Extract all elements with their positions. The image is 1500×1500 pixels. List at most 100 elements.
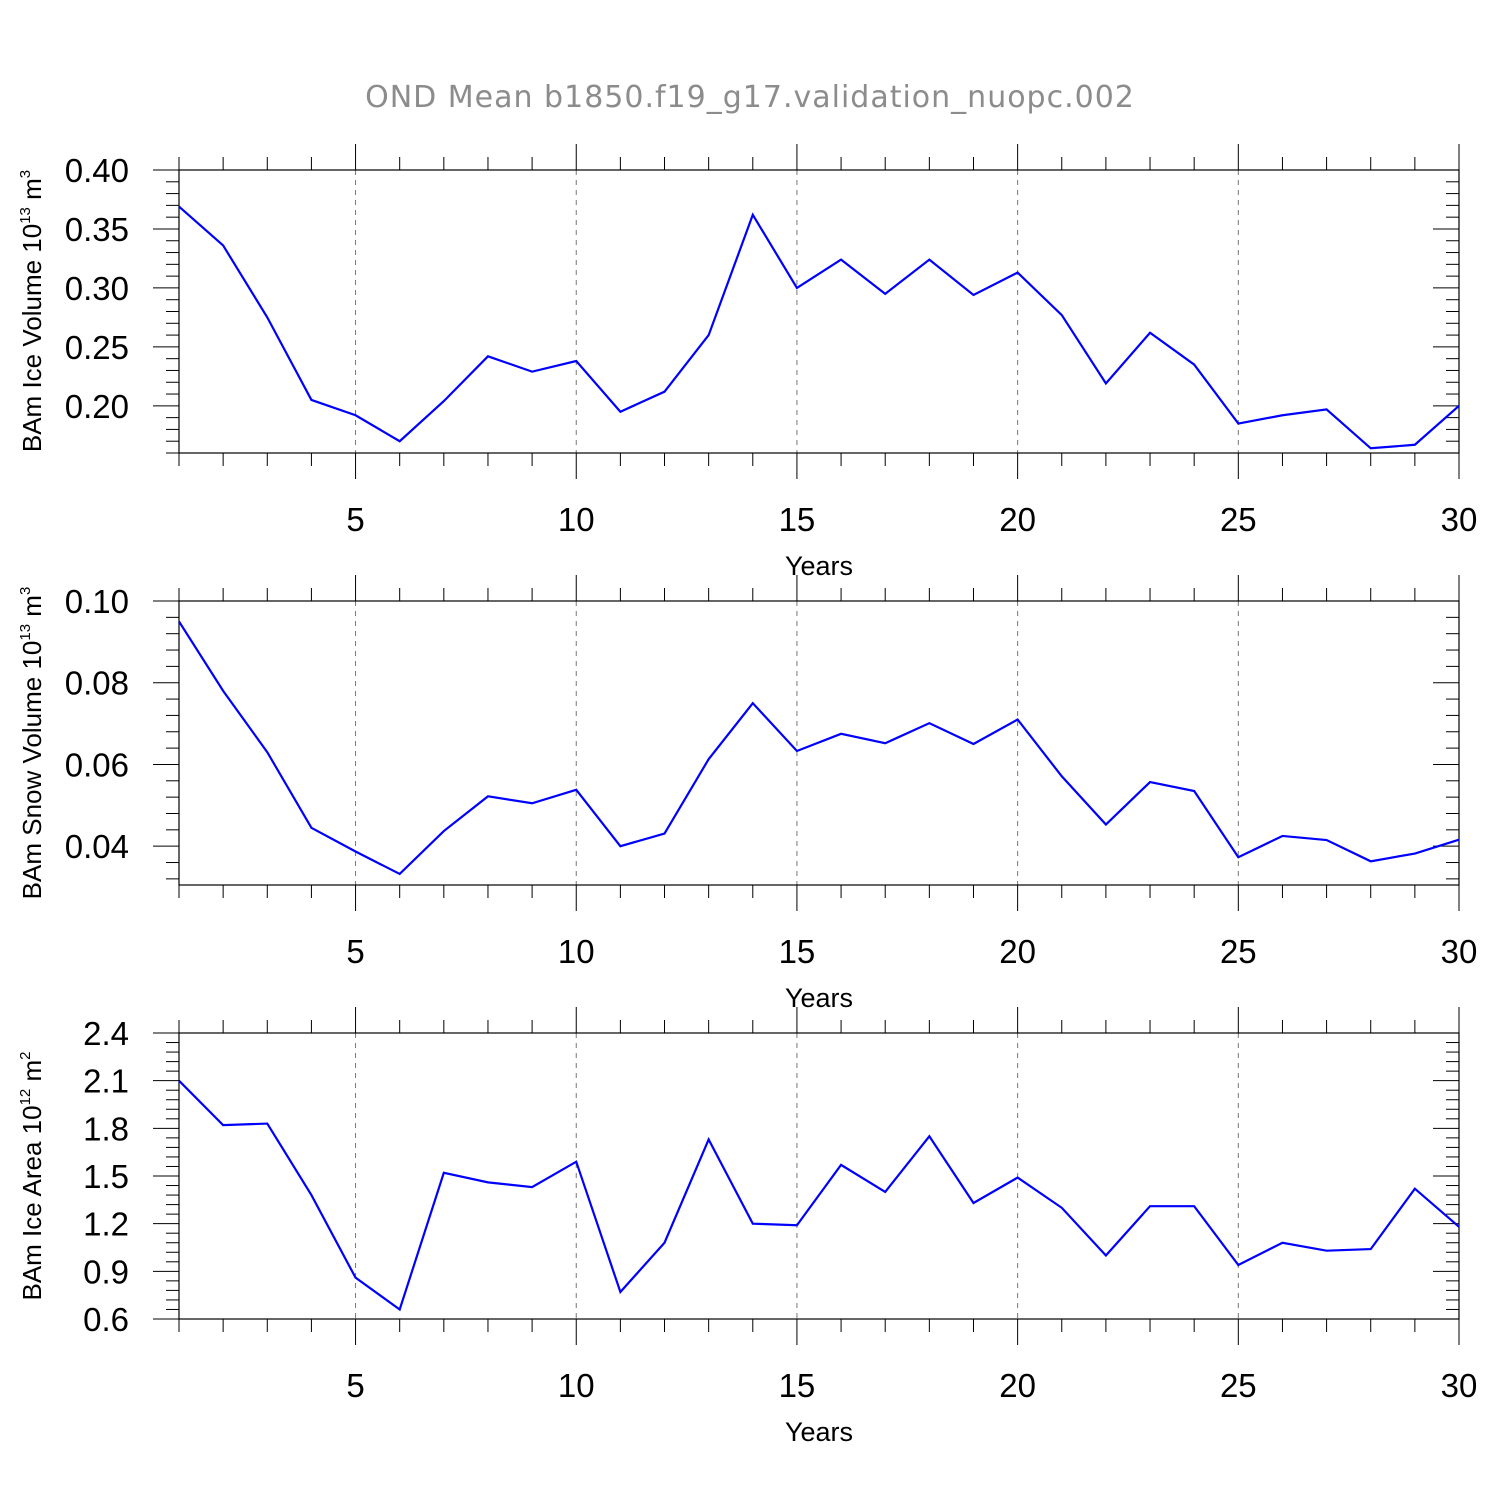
data-point xyxy=(708,758,710,760)
x-tick-label: 20 xyxy=(999,933,1036,970)
data-point xyxy=(752,214,754,216)
data-point xyxy=(1061,1207,1063,1209)
x-tick-label: 20 xyxy=(999,1367,1036,1404)
series-line xyxy=(178,205,1460,450)
x-tick-label: 15 xyxy=(779,1367,816,1404)
data-point xyxy=(1149,332,1151,334)
data-point xyxy=(1370,860,1372,862)
data-point xyxy=(928,1135,930,1137)
data-point xyxy=(1237,856,1239,858)
y-tick-label: 0.40 xyxy=(65,152,129,189)
data-point xyxy=(487,355,489,357)
y-tick-label: 0.25 xyxy=(65,329,129,366)
data-point xyxy=(1458,1226,1460,1228)
x-tick-label: 25 xyxy=(1220,933,1257,970)
x-axis-label: Years xyxy=(785,983,853,1013)
panel-2: 0.04 0.06 0.08 0.10 5 10 15 20 25 30 Years BAm Snow… xyxy=(17,575,1477,1013)
x-tick-label: 25 xyxy=(1220,1367,1257,1404)
data-point xyxy=(884,1191,886,1193)
data-point xyxy=(575,1161,577,1163)
data-point xyxy=(1414,1188,1416,1190)
data-point xyxy=(619,845,621,847)
data-point xyxy=(708,334,710,336)
y-axis-label: BAm Ice Volume 1013 m3 xyxy=(17,170,47,452)
y-tick-label: 0.6 xyxy=(83,1301,129,1338)
x-tick-label: 30 xyxy=(1441,1367,1478,1404)
data-point xyxy=(972,1202,974,1204)
data-point xyxy=(1281,835,1283,837)
data-point xyxy=(178,206,180,208)
data-point xyxy=(310,1194,312,1196)
data-point xyxy=(355,850,357,852)
plot-frame xyxy=(178,169,1460,454)
data-point xyxy=(531,371,533,373)
data-point xyxy=(266,1123,268,1125)
data-point xyxy=(1281,1242,1283,1244)
data-point xyxy=(531,802,533,804)
y-tick-label: 0.10 xyxy=(65,583,129,620)
data-point xyxy=(487,1181,489,1183)
y-tick-label: 0.06 xyxy=(65,746,129,783)
x-tick-label: 10 xyxy=(558,1367,595,1404)
data-point xyxy=(972,294,974,296)
data-point xyxy=(796,1224,798,1226)
x-tick-label: 30 xyxy=(1441,501,1478,538)
x-tick-label: 5 xyxy=(346,933,364,970)
y-tick-label: 0.04 xyxy=(65,828,129,865)
data-point xyxy=(266,751,268,753)
data-point xyxy=(222,244,224,246)
data-point xyxy=(840,1164,842,1166)
data-point xyxy=(310,827,312,829)
data-point xyxy=(1326,839,1328,841)
x-tick-label: 5 xyxy=(346,501,364,538)
data-point xyxy=(222,1124,224,1126)
data-point xyxy=(531,1186,533,1188)
data-point xyxy=(1149,781,1151,783)
series-line xyxy=(178,1079,1460,1312)
data-point xyxy=(575,789,577,791)
data-point xyxy=(664,833,666,835)
data-point xyxy=(1414,853,1416,855)
data-point xyxy=(266,316,268,318)
data-point xyxy=(1017,719,1019,721)
data-point xyxy=(884,293,886,295)
y-tick-label: 0.30 xyxy=(65,270,129,307)
data-point xyxy=(619,411,621,413)
data-point xyxy=(399,873,401,875)
data-point xyxy=(1061,314,1063,316)
data-point xyxy=(1105,824,1107,826)
data-point xyxy=(664,1242,666,1244)
data-point xyxy=(752,702,754,704)
data-point xyxy=(178,620,180,622)
x-tick-label: 15 xyxy=(779,501,816,538)
data-point xyxy=(1326,1250,1328,1252)
data-point xyxy=(664,391,666,393)
data-point xyxy=(1458,839,1460,841)
data-point xyxy=(796,287,798,289)
data-point xyxy=(1414,444,1416,446)
data-point xyxy=(928,722,930,724)
data-point xyxy=(1237,1264,1239,1266)
y-tick-label: 1.2 xyxy=(83,1206,129,1243)
y-tick-label: 2.4 xyxy=(83,1015,129,1052)
chart-title: OND Mean b1850.f19_g17.validation_nuopc.… xyxy=(365,80,1135,115)
x-tick-label: 15 xyxy=(779,933,816,970)
y-tick-label: 1.8 xyxy=(83,1110,129,1147)
y-tick-label: 0.08 xyxy=(65,665,129,702)
data-point xyxy=(487,795,489,797)
plot-frame xyxy=(178,1032,1460,1320)
data-point xyxy=(1281,414,1283,416)
x-tick-label: 30 xyxy=(1441,933,1478,970)
x-tick-label: 25 xyxy=(1220,501,1257,538)
data-point xyxy=(928,259,930,261)
x-axis-label: Years xyxy=(785,1417,853,1447)
series-line xyxy=(178,620,1460,876)
data-point xyxy=(310,399,312,401)
data-point xyxy=(840,733,842,735)
x-tick-label: 5 xyxy=(346,1367,364,1404)
data-point xyxy=(796,750,798,752)
data-point xyxy=(1326,408,1328,410)
x-tick-label: 10 xyxy=(558,501,595,538)
data-point xyxy=(1193,364,1195,366)
data-point xyxy=(708,1138,710,1140)
